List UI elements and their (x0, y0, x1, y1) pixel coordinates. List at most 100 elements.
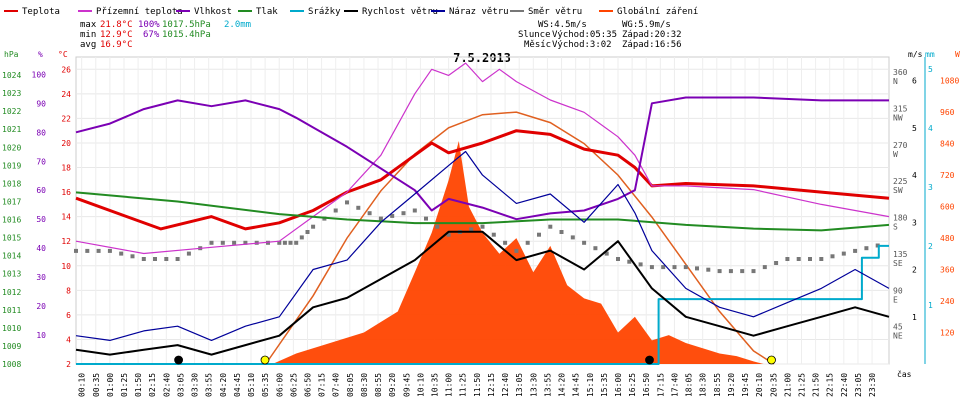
wind-dir-point (582, 240, 587, 245)
rad-tick-5: 600 (940, 203, 955, 212)
wind-dir-point (728, 269, 733, 274)
x-tick-2: 00:35 (92, 373, 101, 397)
temp-tick-4: 8 (66, 286, 71, 295)
dir-tick-3: 135 (893, 250, 908, 259)
x-tick-36: 14:45 (572, 373, 581, 397)
dir-label-3: SE (893, 259, 903, 268)
wind-dir-point (717, 269, 722, 274)
wind-dir-point (164, 257, 169, 261)
x-tick-30: 12:15 (487, 373, 496, 397)
x-tick-35: 14:20 (558, 373, 567, 397)
press-tick-3: 1010 (2, 324, 21, 333)
x-tick-56: 23:05 (854, 373, 863, 397)
wind-dir-point (288, 240, 293, 245)
wind-tick-1: 1 (912, 313, 917, 322)
press-tick-8: 1015 (2, 234, 21, 243)
stat-max-label: max (80, 20, 97, 30)
x-tick-8: 03:05 (176, 373, 185, 397)
series-line-1 (75, 129, 890, 231)
x-tick-34: 13:55 (543, 373, 552, 397)
x-tick-33: 13:30 (529, 373, 538, 397)
hum-tick-1: 10 (36, 331, 46, 340)
wind-tick-2: 2 (912, 266, 917, 275)
wind-dir-point (864, 246, 869, 251)
legend-label-5: Srážky (308, 7, 341, 17)
press-tick-6: 1013 (2, 270, 21, 279)
wind-dir-point (785, 257, 790, 261)
moon-label: Měsíc (524, 40, 551, 50)
wind-dir-point (570, 235, 575, 240)
wind-dir-point (401, 211, 406, 216)
wind-dir-point (390, 213, 395, 218)
press-tick-1: 1008 (2, 360, 21, 369)
x-tick-19: 07:40 (332, 373, 341, 397)
x-tick-23: 09:20 (388, 373, 397, 397)
hum-tick-4: 40 (36, 244, 46, 253)
press-tick-9: 1016 (2, 216, 21, 225)
legend-label-2: Přízemní teplota (96, 7, 183, 17)
legend-label-3: Vlhkost (194, 7, 232, 17)
x-tick-28: 11:25 (459, 373, 468, 397)
hum-tick-2: 20 (36, 302, 46, 311)
x-tick-4: 01:25 (120, 373, 129, 397)
x-tick-57: 23:30 (868, 373, 877, 397)
legend-label-1: Teplota (22, 7, 60, 17)
x-axis-label: čas (897, 369, 912, 379)
wind-dir-point (525, 240, 530, 245)
x-tick-11: 04:20 (219, 373, 228, 397)
wind-dir-point (638, 262, 643, 267)
chart-title: 7.5.2013 (453, 51, 511, 65)
legend: Teplota Přízemní teplota Vlhkost Tlak Srážky… (4, 7, 698, 17)
wind-dir-point (706, 267, 711, 272)
press-tick-12: 1019 (2, 161, 21, 170)
wind-dir-point (294, 240, 299, 245)
temp-tick-1: 2 (66, 360, 71, 369)
wind-dir-point (774, 261, 779, 265)
wind-dir-point (796, 257, 801, 261)
rad-tick-8: 960 (940, 108, 955, 117)
x-tick-47: 19:20 (727, 373, 736, 397)
wind-dir-point (841, 251, 846, 256)
wind-dir-point (356, 205, 361, 210)
wind-dir-point (74, 248, 78, 253)
legend-label-7: Náraz větru (449, 7, 509, 17)
x-tick-45: 18:30 (699, 373, 708, 397)
series-line-7 (75, 150, 890, 341)
temp-tick-12: 24 (61, 90, 71, 99)
wind-dir-point (333, 208, 338, 213)
series-line-4 (75, 191, 890, 232)
x-tick-49: 20:10 (755, 373, 764, 397)
wind-dir-point (672, 265, 677, 270)
dir-tick-5: 225 (893, 177, 908, 186)
wind-gust-stat: WG:5.9m/s (622, 20, 671, 30)
wind-dir-point (232, 240, 237, 245)
wind-dir-point (616, 257, 620, 261)
stat-min-label: min (80, 30, 96, 40)
x-tick-31: 12:40 (501, 373, 510, 397)
wind-dir-point (378, 216, 383, 221)
x-tick-50: 20:35 (769, 373, 778, 397)
theoretical-radiation-line (265, 111, 775, 365)
sunset-time: Západ:20:32 (622, 30, 682, 40)
legend-label-8: Směr větru (528, 7, 582, 17)
wind-dir-point (209, 240, 214, 245)
hum-tick-8: 80 (36, 128, 46, 137)
wind-dir-point (119, 251, 124, 256)
press-tick-14: 1021 (2, 125, 21, 134)
sunrise-time: Východ:05:35 (552, 30, 617, 40)
dir-label-5: SW (893, 186, 903, 195)
temp-tick-3: 6 (66, 311, 71, 320)
x-tick-51: 21:00 (783, 373, 792, 397)
temp-tick-11: 22 (61, 114, 71, 123)
legend-label-4: Tlak (256, 7, 278, 17)
wind-dir-point (153, 257, 157, 261)
wind-dir-point (875, 243, 880, 248)
x-tick-55: 22:40 (840, 373, 849, 397)
wind-dir-point (695, 266, 699, 271)
dir-tick-7: 315 (893, 105, 908, 114)
press-tick-13: 1020 (2, 143, 21, 152)
wind-dir-point (367, 211, 372, 216)
x-tick-16: 06:25 (289, 373, 298, 397)
wind-dir-point (830, 254, 835, 259)
x-tick-18: 07:15 (318, 373, 327, 397)
